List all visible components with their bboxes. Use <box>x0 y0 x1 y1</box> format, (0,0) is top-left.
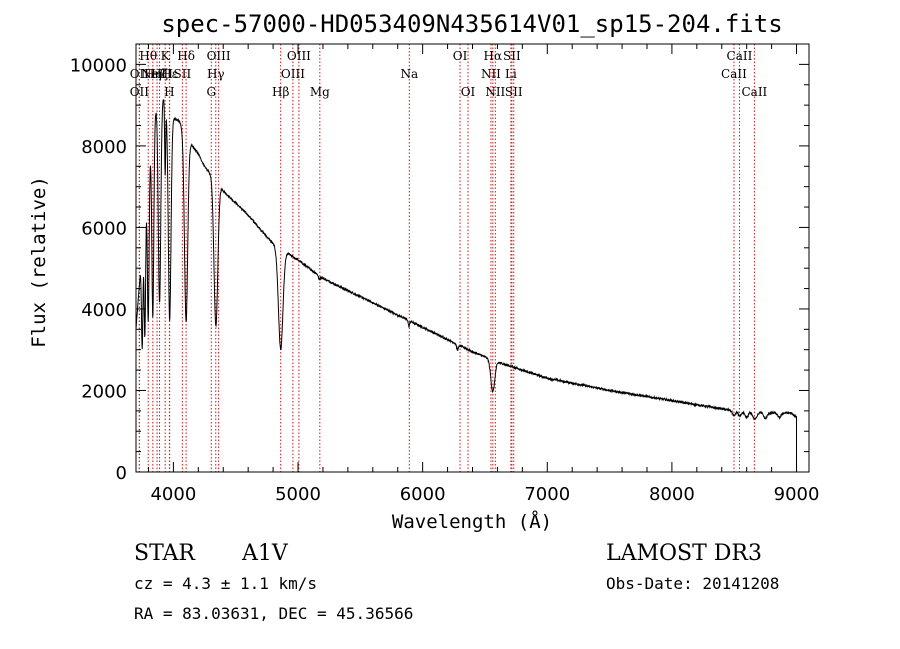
x-tick-label: 7000 <box>524 484 570 505</box>
x-tick-label: 5000 <box>275 484 321 505</box>
object-subclass: A1V <box>241 541 289 566</box>
x-tick-label: 4000 <box>150 484 196 505</box>
line-marker-label: OIII <box>287 49 311 63</box>
chart-title: spec-57000-HD053409N435614V01_sp15-204.f… <box>161 10 782 38</box>
line-marker-label: NII <box>481 67 501 81</box>
spectrum-line <box>135 99 797 472</box>
y-axis-label: Flux (relative) <box>28 176 50 348</box>
line-marker-label: H <box>164 85 174 99</box>
line-marker-label: Li <box>505 67 517 81</box>
line-marker-label: Hγ <box>207 67 225 81</box>
line-marker-label: Hθ <box>139 49 157 63</box>
line-marker-label: OI <box>461 85 476 99</box>
line-marker-label: OIII <box>207 49 231 63</box>
line-marker-label: OII <box>130 85 150 99</box>
x-axis-label: Wavelength (Å) <box>392 510 552 533</box>
y-axis-ticks: 0 2000 4000 6000 8000 10000 <box>70 55 809 484</box>
y-tick-label: 10000 <box>70 55 127 76</box>
x-axis-ticks: 4000 5000 6000 7000 8000 9000 <box>147 44 820 505</box>
y-tick-label: 6000 <box>81 218 127 239</box>
line-marker-label: CaII <box>727 49 753 63</box>
y-tick-label: 2000 <box>81 381 127 402</box>
line-marker-label: OI <box>453 49 468 63</box>
line-marker-label: Hδ <box>177 49 195 63</box>
plot-frame <box>135 43 810 473</box>
line-marker-label: NII <box>485 85 505 99</box>
x-tick-label: 6000 <box>400 484 446 505</box>
line-marker-label: Hα <box>484 49 503 63</box>
y-tick-label: 4000 <box>81 300 127 321</box>
line-markers <box>138 44 755 472</box>
x-tick-label: 8000 <box>649 484 695 505</box>
line-marker-label: CaII <box>741 85 767 99</box>
object-class: STAR <box>134 541 196 566</box>
line-marker-label: OIII <box>281 67 305 81</box>
line-marker-label: Hε <box>161 67 178 81</box>
line-marker-label: Mg <box>310 85 330 99</box>
x-tick-label: 9000 <box>774 484 820 505</box>
line-marker-label: SII <box>174 67 192 81</box>
coordinates-readout: RA = 83.03631, DEC = 45.36566 <box>134 604 413 623</box>
y-tick-label: 8000 <box>81 137 127 158</box>
y-tick-label: 0 <box>116 463 127 484</box>
line-marker-label: Hζ <box>151 67 168 81</box>
line-marker-label: G <box>206 85 216 99</box>
redshift-readout: cz = 4.3 ± 1.1 km/s <box>134 574 317 593</box>
survey-name: LAMOST DR3 <box>606 541 762 566</box>
line-marker-label: K <box>161 49 171 63</box>
line-marker-label: Na <box>400 67 418 81</box>
line-marker-label: OII <box>130 67 150 81</box>
line-marker-label: NeIII <box>141 67 173 81</box>
line-marker-label: SII <box>505 85 523 99</box>
line-marker-label: Hη <box>144 67 162 81</box>
spectrum-series <box>135 99 797 472</box>
line-marker-label: SII <box>503 49 521 63</box>
line-marker-label: Hβ <box>272 85 289 99</box>
line-marker-label: CaII <box>721 67 747 81</box>
observation-date: Obs-Date: 20141208 <box>606 574 779 593</box>
